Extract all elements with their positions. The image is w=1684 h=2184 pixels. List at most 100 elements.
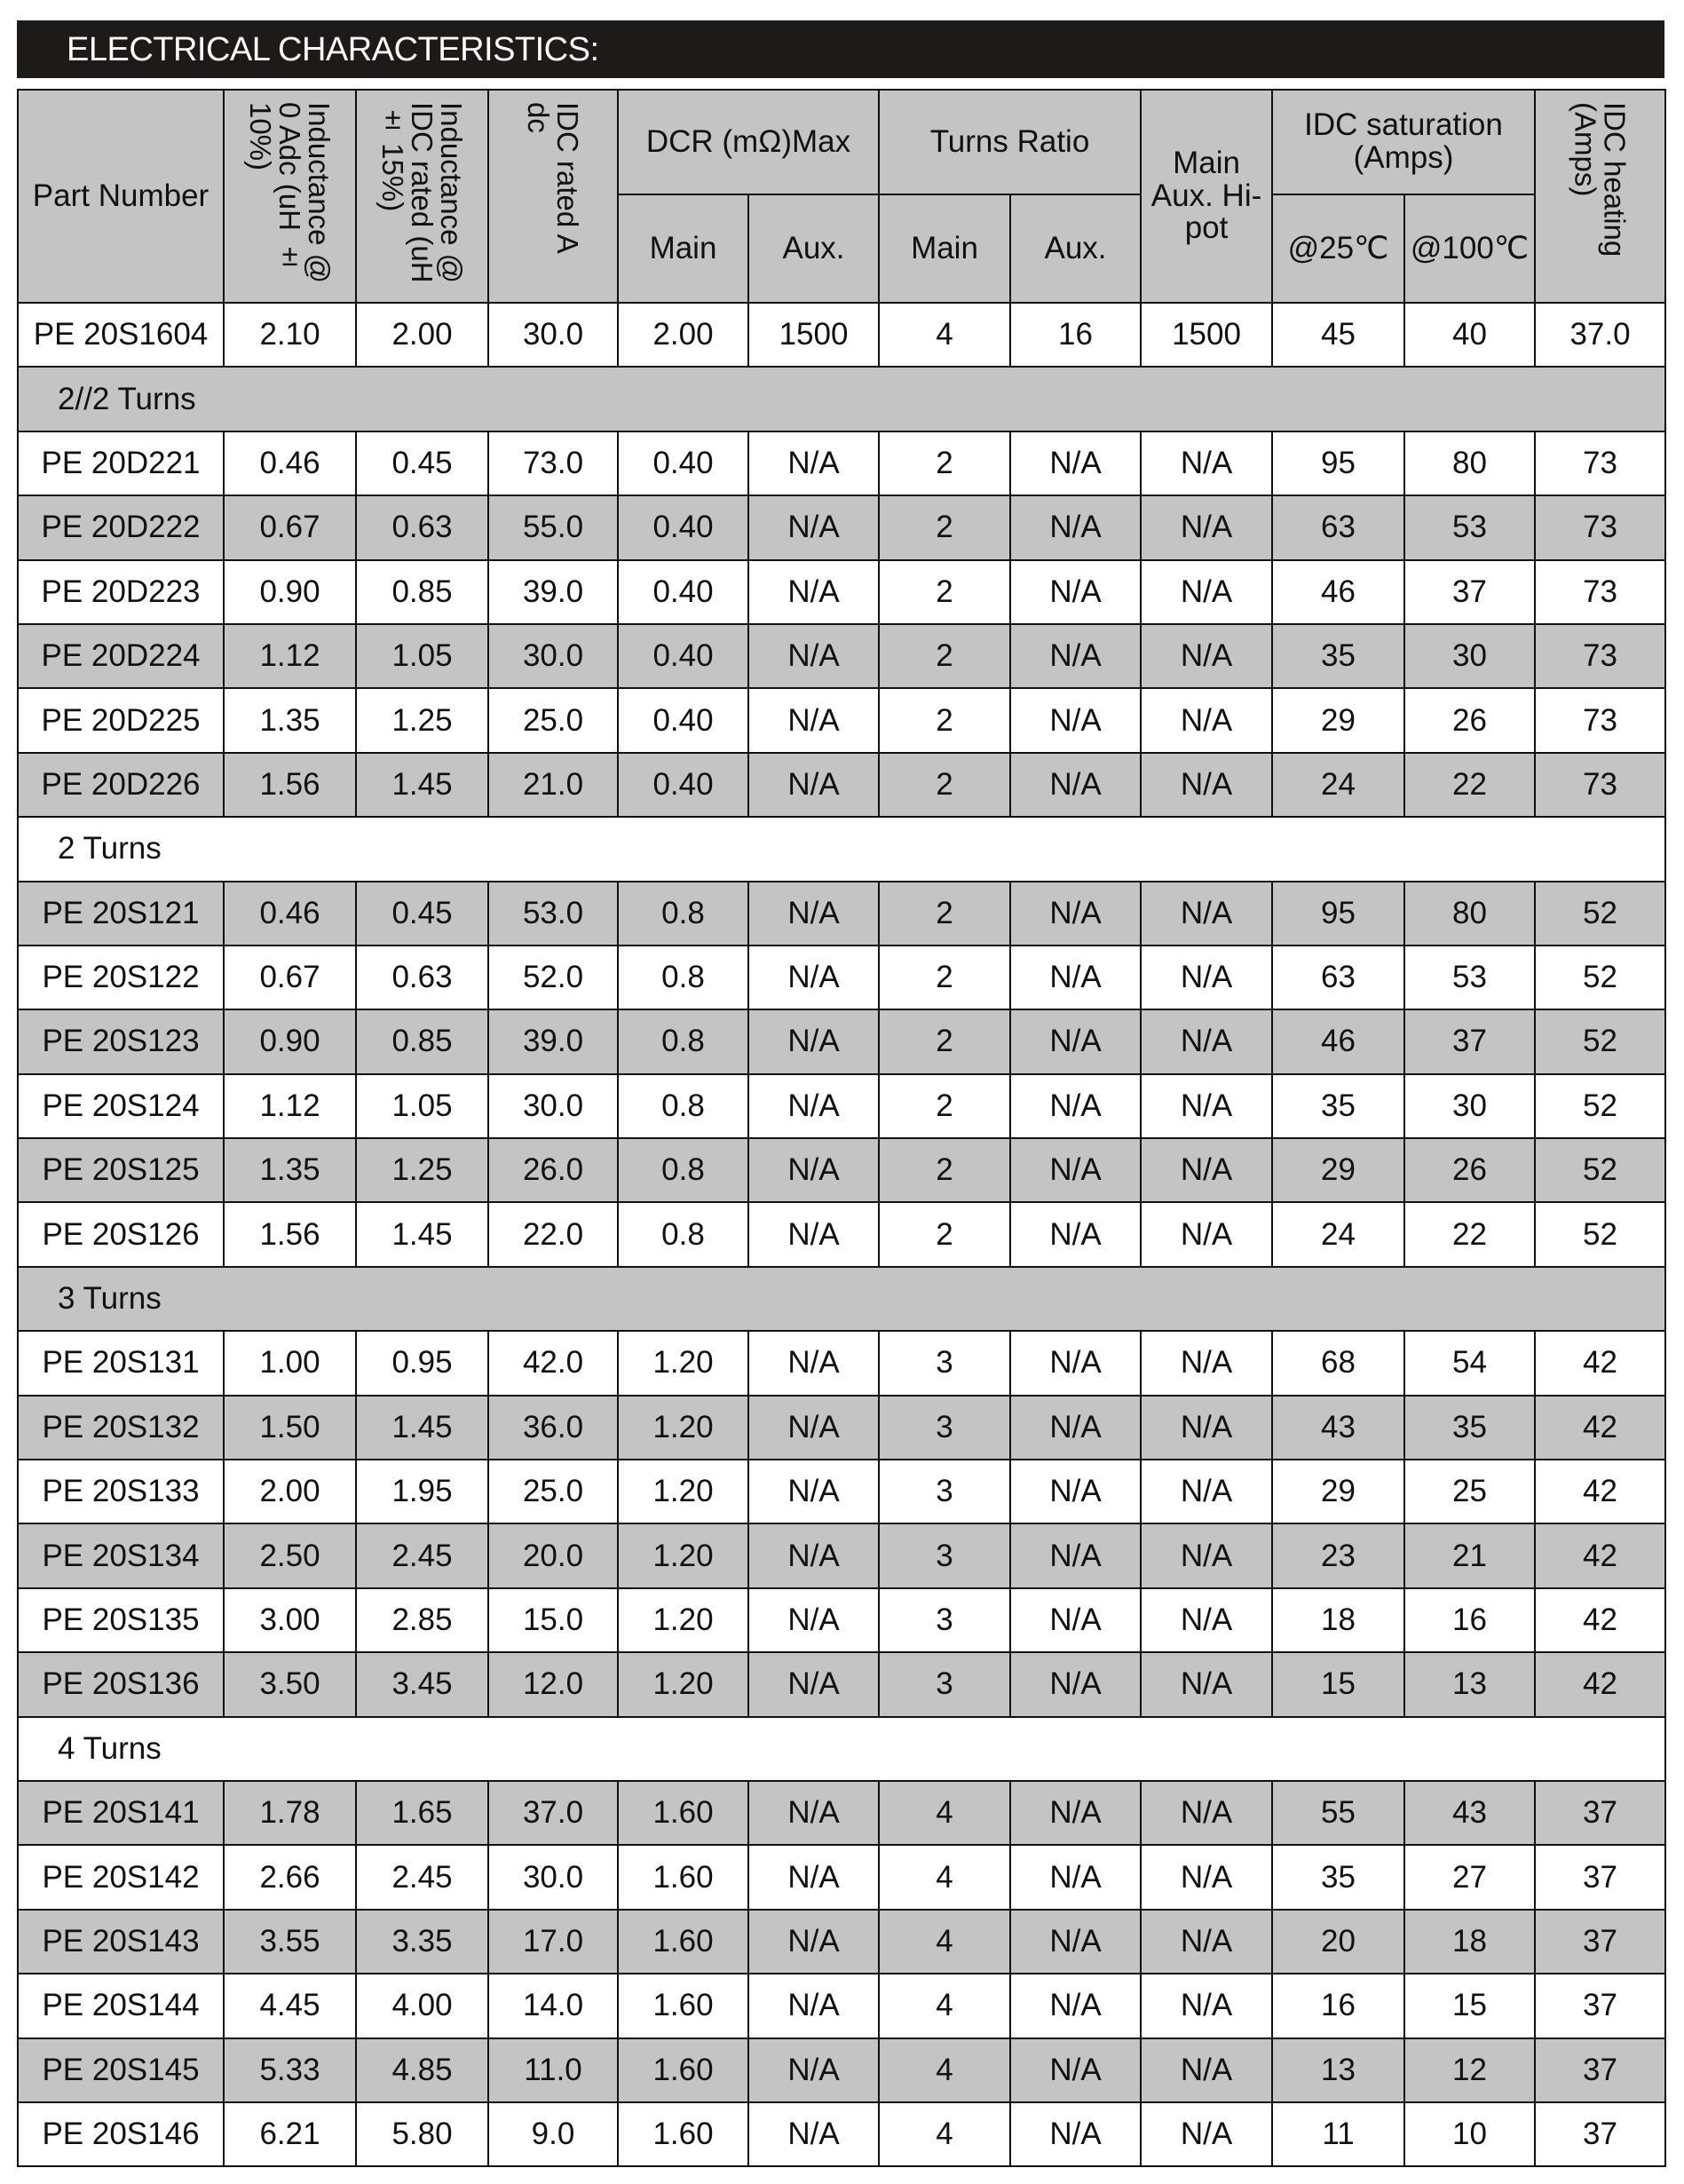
table-cell: N/A	[747, 1523, 880, 1589]
table-row: PE 20S1604 2.10 2.00 30.0 2.00 1500 4 16 1500 45 4…	[17, 301, 1667, 368]
table-cell: 27	[1403, 1844, 1537, 1911]
part-number-cell: PE 20D223	[17, 558, 225, 625]
part-number-cell: PE 20S145	[17, 2037, 225, 2103]
group-label: 4 Turns	[16, 1715, 1667, 1782]
table-cell: N/A	[1140, 1908, 1274, 1975]
table-cell: 24	[1271, 1201, 1406, 1268]
table-cell: 1.45	[355, 1201, 489, 1268]
table-cell: 2	[878, 1137, 1011, 1204]
table-cell: 4.45	[223, 1973, 357, 2039]
table-cell: 4.85	[355, 2037, 489, 2103]
table-cell: 53	[1403, 944, 1537, 1011]
table-cell: 3	[878, 1587, 1011, 1654]
table-cell: 0.46	[223, 430, 357, 497]
table-cell: 53.0	[487, 880, 619, 946]
table-cell: N/A	[747, 2037, 880, 2103]
table-cell: N/A	[1140, 1523, 1274, 1589]
table-cell: 43	[1403, 1779, 1537, 1847]
table-cell: 0.8	[617, 1201, 749, 1268]
table-cell: 29	[1271, 1459, 1406, 1525]
part-number-cell: PE 20D221	[17, 430, 225, 497]
table-cell: 1.20	[617, 1459, 749, 1525]
table-cell: N/A	[747, 1651, 880, 1718]
table-cell: 2	[878, 558, 1011, 625]
table-cell: 1.12	[223, 622, 357, 690]
table-row: PE 20D226 1.56 1.45 21.0 0.40 N/A 2 N/A N/A 24 22 7…	[17, 751, 1667, 819]
table-cell: 37	[1534, 1779, 1667, 1847]
table-cell: 20	[1271, 1908, 1406, 1975]
part-number-cell: PE 20S141	[17, 1779, 225, 1847]
part-number-cell: PE 20S132	[17, 1394, 225, 1461]
table-cell: 0.45	[355, 880, 489, 946]
table-cell: N/A	[747, 2101, 880, 2168]
table-cell: 55.0	[487, 495, 619, 561]
header-dcr: DCR (mΩ)Max	[617, 89, 880, 195]
part-number-cell: PE 20S124	[17, 1072, 225, 1140]
table-cell: 4.00	[355, 1973, 489, 2039]
table-cell: 22	[1403, 1201, 1537, 1268]
table-cell: N/A	[747, 1844, 880, 1911]
table-cell: 18	[1271, 1587, 1406, 1654]
table-cell: 9.0	[487, 2101, 619, 2168]
table-cell: N/A	[1140, 558, 1274, 625]
table-cell: 1.05	[355, 1072, 489, 1140]
table-cell: 2	[878, 751, 1011, 819]
table-cell: 16	[1271, 1973, 1406, 2039]
table-cell: 3.45	[355, 1651, 489, 1718]
table-cell: N/A	[747, 430, 880, 497]
table-cell: 2	[878, 944, 1011, 1011]
table-cell: N/A	[1008, 1651, 1142, 1718]
table-cell: 0.40	[617, 751, 749, 819]
table-cell: 35	[1271, 1072, 1406, 1140]
table-cell: 1.60	[617, 1908, 749, 1975]
table-cell: 39.0	[487, 1009, 619, 1075]
table-cell: 0.95	[355, 1330, 489, 1397]
table-cell: 37	[1534, 1908, 1667, 1975]
table-row: PE 20S123 0.90 0.85 39.0 0.8 N/A 2 N/A N/A 46 37 52	[17, 1009, 1667, 1075]
table-cell: 14.0	[487, 1973, 619, 2039]
table-cell: 2.66	[223, 1844, 357, 1911]
table-cell: 4	[878, 1844, 1011, 1911]
table-row: PE 20D223 0.90 0.85 39.0 0.40 N/A 2 N/A N/A 46 37 7…	[17, 558, 1667, 625]
table-cell: 18	[1403, 1908, 1537, 1975]
table-cell: 0.8	[617, 1009, 749, 1075]
table-cell: N/A	[1140, 622, 1274, 690]
table-cell: 0.40	[617, 430, 749, 497]
table-cell: N/A	[1008, 2037, 1142, 2103]
table-cell: N/A	[1140, 1072, 1274, 1140]
table-cell: N/A	[1140, 1587, 1274, 1654]
table-cell: 39.0	[487, 558, 619, 625]
section-title: ELECTRICAL CHARACTERISTICS:	[67, 31, 599, 68]
table-cell: N/A	[1008, 880, 1142, 946]
table-cell: 1.20	[617, 1651, 749, 1718]
table-cell: N/A	[747, 495, 880, 561]
header-turns-main: Main	[878, 194, 1011, 304]
table-cell: 95	[1271, 430, 1406, 497]
table-cell: 6.21	[223, 2101, 357, 2168]
table-cell: N/A	[1140, 1330, 1274, 1397]
table-cell: 5.33	[223, 2037, 357, 2103]
header-inductance-idc: Inductance @ IDC rated (uH ± 15%)	[355, 89, 489, 304]
table-cell: 25.0	[487, 687, 619, 754]
group-label: 2//2 Turns	[16, 366, 1667, 432]
group-label: 3 Turns	[16, 1265, 1667, 1333]
table-cell: N/A	[1008, 1844, 1142, 1911]
table-cell: 52	[1534, 944, 1667, 1011]
table-cell: 26.0	[487, 1137, 619, 1204]
part-number-cell: PE 20S144	[17, 1973, 225, 2039]
table-cell: 1.20	[617, 1587, 749, 1654]
table-cell: 2.45	[355, 1844, 489, 1911]
part-number-cell: PE 20S143	[17, 1908, 225, 1975]
table-cell: N/A	[1140, 1973, 1274, 2039]
table-cell: 26	[1403, 1137, 1537, 1204]
table-cell: N/A	[1140, 1779, 1274, 1847]
table-cell: 1.60	[617, 2037, 749, 2103]
table-cell: 10	[1403, 2101, 1537, 2168]
table-cell: N/A	[747, 1459, 880, 1525]
table-cell: N/A	[1008, 1908, 1142, 1975]
table-cell: 1.35	[223, 687, 357, 754]
table-cell: N/A	[1140, 1844, 1274, 1911]
table-cell: 12.0	[487, 1651, 619, 1718]
table-cell: N/A	[1008, 1137, 1142, 1204]
table-cell: N/A	[1008, 1009, 1142, 1075]
